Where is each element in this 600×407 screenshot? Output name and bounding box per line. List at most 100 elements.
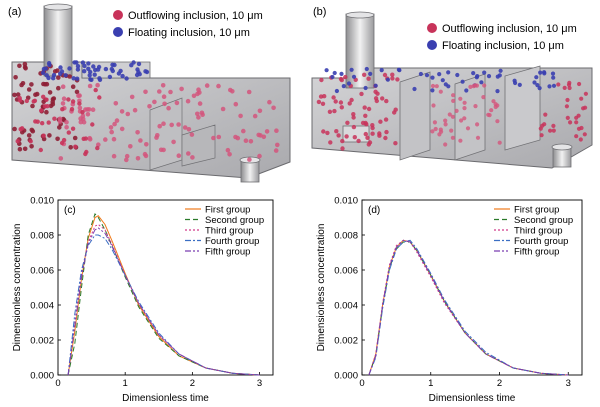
particle-marker	[93, 67, 98, 73]
particle-marker	[87, 73, 92, 78]
particle-marker	[550, 71, 556, 76]
particle-marker	[176, 122, 181, 127]
particle-marker	[186, 127, 192, 132]
particle-marker	[443, 82, 448, 87]
particle-marker	[17, 63, 22, 69]
particle-marker	[360, 120, 366, 126]
series-line	[67, 213, 260, 376]
particle-marker	[267, 99, 272, 105]
particle-marker	[324, 68, 329, 73]
particle-marker	[26, 87, 32, 92]
particle-marker	[333, 99, 338, 104]
particle-marker	[551, 83, 557, 88]
particle-marker	[119, 126, 125, 132]
particle-marker	[67, 66, 72, 71]
particle-marker	[136, 61, 142, 67]
particle-marker	[75, 67, 81, 72]
particle-marker	[340, 146, 345, 151]
particle-marker	[320, 101, 326, 107]
particle-marker	[12, 92, 17, 98]
particle-marker	[186, 151, 191, 156]
particle-marker	[430, 75, 435, 80]
particle-marker	[111, 153, 117, 159]
particle-marker	[464, 88, 469, 93]
plot-frame	[361, 199, 583, 376]
particle-marker	[458, 138, 463, 143]
particle-marker	[182, 125, 188, 130]
particle-marker	[396, 67, 401, 72]
particle-marker	[498, 68, 503, 73]
particle-marker	[437, 72, 442, 77]
particle-marker	[438, 89, 443, 94]
tundish-model-b	[311, 11, 593, 169]
particle-marker	[103, 137, 108, 142]
particle-marker	[378, 119, 383, 124]
particle-marker	[379, 68, 384, 73]
particle-marker	[568, 120, 573, 125]
x-tick-label: 0	[359, 378, 364, 389]
particle-marker	[574, 120, 579, 125]
particle-marker	[108, 125, 114, 130]
particle-marker	[430, 129, 435, 134]
particle-marker	[385, 77, 390, 82]
particle-marker	[384, 129, 389, 135]
particle-marker	[256, 132, 262, 138]
particle-marker	[86, 107, 92, 112]
particle-marker	[161, 121, 166, 126]
particle-marker	[216, 134, 222, 140]
particle-marker	[33, 119, 38, 124]
particle-marker	[103, 66, 109, 72]
series-line	[368, 239, 569, 376]
particle-marker	[465, 126, 471, 131]
particle-marker	[55, 136, 60, 142]
particle-marker	[75, 63, 81, 69]
particle-marker	[578, 137, 583, 142]
particle-marker	[17, 146, 23, 152]
particle-marker	[152, 99, 157, 105]
particle-marker	[12, 126, 17, 132]
particle-marker	[440, 78, 445, 83]
particle-marker	[161, 94, 167, 99]
particle-marker	[112, 62, 117, 68]
particle-marker	[449, 128, 454, 133]
chart-c: 0 1 2 3 0.000 0.002 0.004 0.006 0.008 0.010 Dimens…	[12, 196, 274, 404]
particle-marker	[443, 142, 448, 147]
particle-marker	[567, 80, 572, 85]
particle-marker	[78, 119, 84, 125]
particle-marker	[47, 133, 52, 138]
series-line	[368, 239, 569, 376]
particle-marker	[154, 135, 159, 140]
x-tick-label: 3	[257, 378, 262, 389]
legend-marker-a-floating	[113, 27, 123, 37]
y-tick-label: 0.008	[30, 231, 54, 242]
particle-marker	[556, 82, 561, 87]
particle-marker	[29, 144, 34, 149]
particle-marker	[264, 129, 270, 134]
particle-marker	[18, 127, 23, 132]
particle-marker	[537, 86, 542, 91]
legend-entry: First group	[514, 205, 559, 216]
particle-marker	[161, 147, 166, 153]
particle-marker	[532, 80, 537, 85]
particle-marker	[70, 84, 76, 89]
particle-marker	[495, 89, 500, 94]
particle-marker	[66, 97, 71, 102]
particle-marker	[582, 132, 587, 137]
legend-entry: Third group	[514, 226, 563, 237]
particle-marker	[191, 93, 197, 99]
particle-marker	[486, 112, 491, 117]
particle-marker	[583, 105, 588, 110]
particle-marker	[384, 98, 389, 104]
particle-marker	[91, 64, 96, 69]
x-tick-label: 3	[566, 378, 571, 389]
particle-marker	[66, 130, 72, 135]
particle-marker	[450, 114, 455, 119]
particle-marker	[351, 112, 356, 117]
particle-marker	[86, 66, 91, 72]
particle-marker	[109, 66, 115, 72]
particle-marker	[462, 100, 467, 105]
particle-marker	[344, 134, 349, 139]
chart-d: 0 1 2 3 0.000 0.002 0.004 0.006 0.008 0.010 Dimens…	[316, 196, 583, 404]
particle-marker	[124, 153, 130, 159]
particle-marker	[538, 70, 543, 75]
